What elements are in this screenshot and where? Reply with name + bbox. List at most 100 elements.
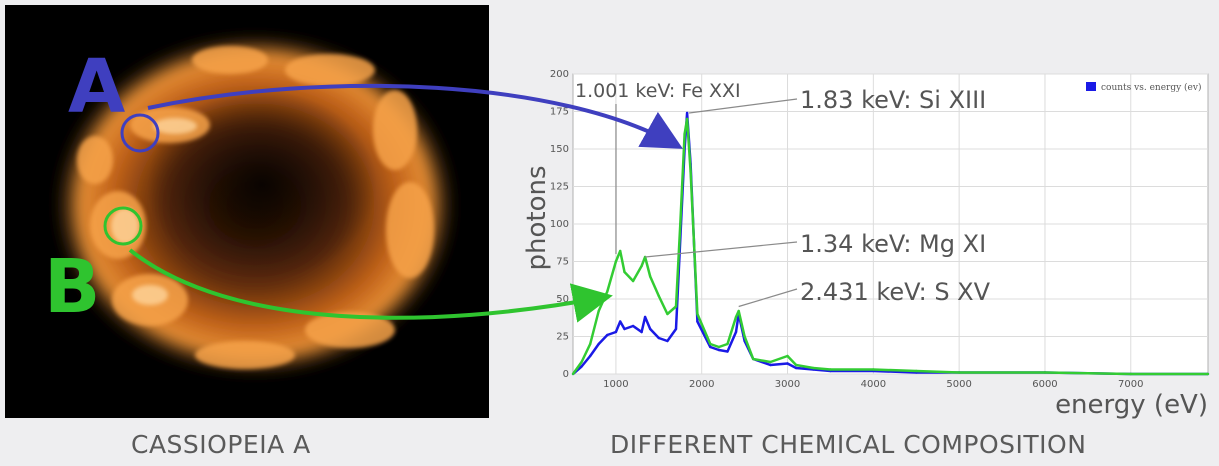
- series-0-point: [726, 350, 729, 353]
- series-1-point: [769, 360, 772, 364]
- annotation-leader: [738, 288, 798, 308]
- series-1-point: [614, 260, 618, 263]
- y-tick-label: 50: [556, 294, 569, 305]
- series-0-point: [685, 111, 689, 115]
- series-1-point: [957, 371, 961, 374]
- series-1-point: [606, 290, 609, 293]
- series-1-point: [743, 335, 746, 338]
- series-0-point: [734, 330, 738, 334]
- label-b: B: [44, 244, 100, 330]
- series-1-point: [794, 363, 798, 367]
- series-1-point: [1206, 372, 1210, 376]
- chart-grid: [573, 73, 1208, 375]
- series-1-point: [1129, 372, 1132, 376]
- caption-cassiopeia: CASSIOPEIA A: [131, 430, 311, 459]
- series-1-point: [829, 368, 832, 371]
- series-1-point: [752, 357, 755, 361]
- series-1-point: [657, 294, 661, 298]
- annotation-label: 2.431 keV: S XV: [800, 278, 991, 306]
- series-1-point: [734, 315, 738, 319]
- series-1-point: [726, 342, 729, 346]
- series-1-point: [666, 312, 669, 316]
- x-tick-label: 4000: [861, 379, 886, 390]
- y-axis-label: photons: [522, 165, 552, 270]
- x-tick-label: 3000: [775, 379, 800, 390]
- series-1-point: [915, 369, 918, 373]
- series-1-point: [717, 345, 721, 349]
- annotation-label: 1.34 keV: Mg XI: [800, 230, 986, 258]
- series-1-point: [872, 368, 875, 371]
- series-1-point: [631, 279, 635, 283]
- series-1-point: [812, 366, 815, 370]
- x-tick-label: 2000: [689, 379, 714, 390]
- series-1-point: [580, 360, 583, 364]
- region-b-circle: [103, 206, 143, 246]
- series-0-point: [631, 324, 635, 328]
- y-tick-label: 75: [556, 257, 569, 268]
- series-0-point: [794, 366, 798, 370]
- chart-annotations: 1.001 keV: Fe XXI 1.83 keV: Si XIII 1.34 k…: [575, 80, 991, 308]
- series-1-point: [737, 309, 740, 313]
- series-1-point: [786, 354, 789, 358]
- y-tick-label: 200: [550, 69, 569, 80]
- annotation-leader: [689, 98, 798, 114]
- series-0-point: [674, 327, 678, 331]
- series-0-point: [618, 320, 622, 323]
- series-line-1: [571, 117, 1208, 376]
- series-1-point: [683, 132, 686, 136]
- series-1-point: [623, 270, 626, 274]
- series-0-point: [640, 330, 643, 334]
- series-0-point: [597, 342, 600, 346]
- series-1-point: [674, 305, 678, 308]
- y-tick-label: 175: [550, 107, 569, 118]
- series-0-point: [606, 333, 609, 337]
- series-0-point: [786, 362, 789, 365]
- series-1-point: [597, 309, 600, 313]
- series-1-point: [618, 249, 622, 253]
- series-0-point: [623, 327, 626, 331]
- caption-composition: DIFFERENT CHEMICAL COMPOSITION: [610, 430, 1087, 459]
- chart-series: [571, 111, 1210, 376]
- series-1-point: [588, 342, 592, 346]
- series-0-point: [580, 365, 583, 368]
- series-0-point: [657, 336, 661, 340]
- series-1-point: [679, 222, 682, 226]
- series-0-point: [643, 315, 647, 319]
- series-0-point: [588, 354, 592, 358]
- series-0-point: [614, 330, 618, 334]
- series-1-point: [696, 312, 699, 316]
- y-tick-label: 0: [563, 369, 569, 380]
- series-0-point: [709, 345, 712, 349]
- series-1-point: [709, 342, 712, 346]
- y-tick-label: 150: [550, 144, 569, 155]
- region-a-circle: [120, 113, 160, 153]
- label-a: A: [68, 44, 125, 130]
- chart-ticks: 1000 2000 3000 4000 5000 6000 7000 0 25 50 75 100 12…: [550, 69, 1144, 390]
- series-0-point: [666, 339, 669, 343]
- y-tick-label: 25: [556, 332, 569, 343]
- series-1-point: [649, 275, 652, 278]
- series-1-point: [640, 264, 643, 268]
- y-tick-label: 125: [550, 182, 569, 193]
- x-tick-label: 1000: [603, 379, 628, 390]
- x-tick-label: 6000: [1032, 379, 1057, 390]
- y-tick-label: 100: [550, 219, 569, 230]
- series-1-point: [685, 117, 689, 121]
- series-0-point: [696, 320, 699, 323]
- series-0-point: [717, 348, 721, 352]
- annotation-label: 1.83 keV: Si XIII: [800, 86, 986, 114]
- series-1-point: [689, 170, 692, 173]
- arrow-b: [128, 248, 613, 323]
- series-1-point: [1043, 371, 1047, 374]
- annotation-label: 1.001 keV: Fe XXI: [575, 80, 741, 102]
- legend-label: counts vs. energy (ev): [1101, 82, 1201, 93]
- series-0-point: [649, 327, 652, 331]
- series-0-point: [769, 363, 772, 367]
- chart-legend: counts vs. energy (ev): [1086, 82, 1201, 93]
- series-1-point: [571, 372, 575, 376]
- x-axis-label: energy (eV): [1055, 390, 1208, 420]
- legend-swatch: [1086, 82, 1096, 91]
- annotation-leader: [645, 241, 798, 258]
- x-tick-label: 7000: [1118, 379, 1143, 390]
